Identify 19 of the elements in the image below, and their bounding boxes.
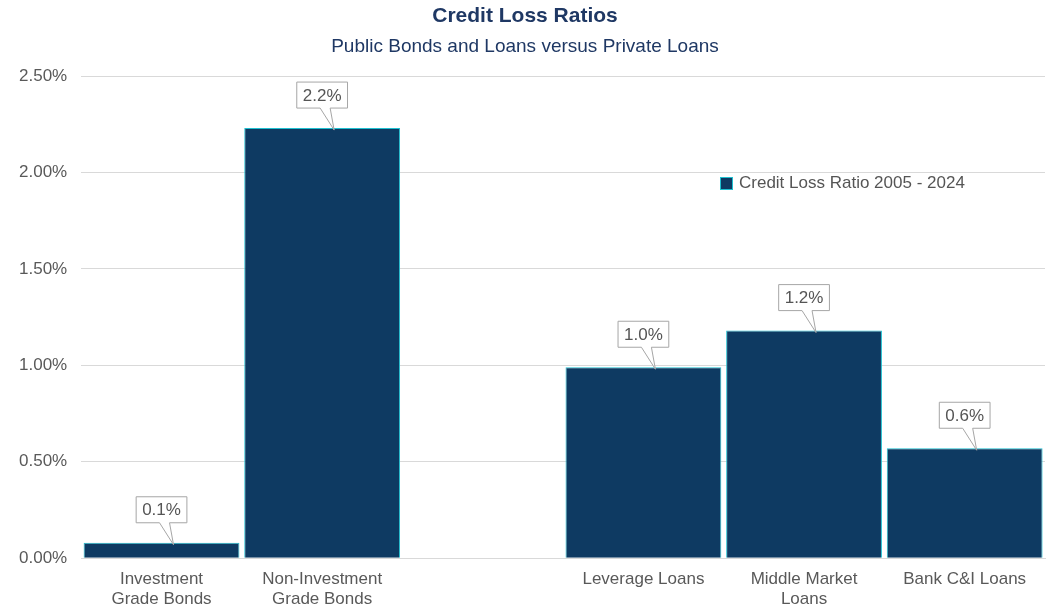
data-label: 2.2% [302, 85, 342, 105]
y-tick-label: 2.00% [19, 162, 68, 182]
y-tick-label: 1.50% [19, 258, 68, 278]
x-tick-label: Investment Grade Bonds [111, 569, 212, 609]
x-tick-label: Middle Market Loans [750, 569, 858, 609]
legend-label: Credit Loss Ratio 2005 - 2024 [739, 173, 965, 193]
y-tick-label: 1.00% [19, 355, 68, 375]
y-tick-label: 0.50% [19, 451, 68, 471]
data-label: 1.2% [784, 288, 824, 308]
x-tick-label: Bank C&I Loans [903, 569, 1027, 589]
x-tick-label: Non-Investment Grade Bonds [262, 569, 383, 609]
data-label: 0.6% [945, 405, 985, 425]
data-label: 0.1% [142, 500, 181, 520]
data-label: 1.0% [624, 324, 663, 344]
y-tick-label: 0.00% [19, 547, 68, 567]
y-tick-label: 2.50% [19, 65, 68, 85]
chart-subtitle: Public Bonds and Loans versus Private Loans [331, 34, 719, 56]
x-tick-label: Leverage Loans [582, 569, 705, 589]
chart-title: Credit Loss Ratios [432, 3, 618, 27]
